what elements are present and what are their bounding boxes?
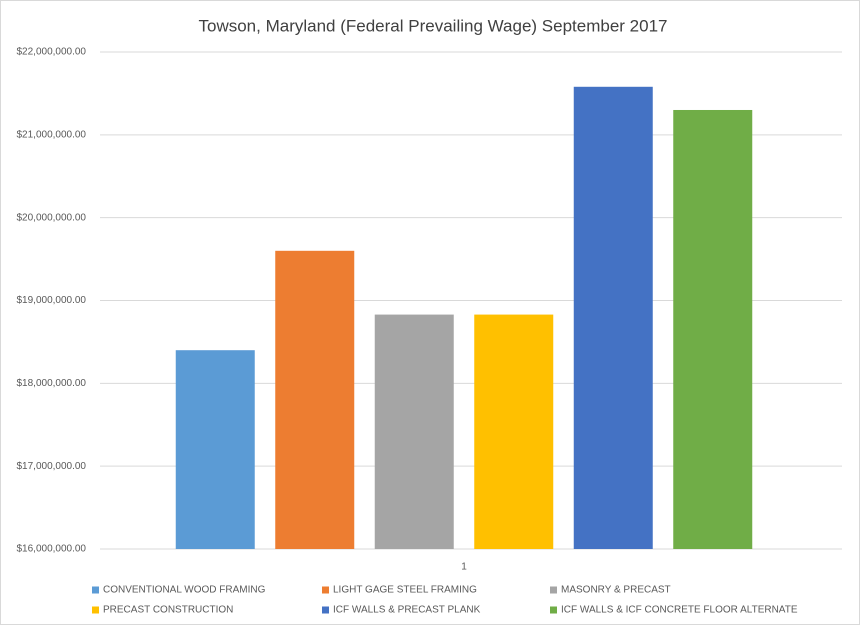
bar — [175, 350, 255, 549]
y-tick-label: $16,000,000.00 — [16, 544, 86, 555]
bar — [573, 86, 653, 549]
bar — [673, 109, 753, 549]
x-tick-label: 1 — [461, 562, 467, 573]
bar — [474, 314, 554, 549]
bar — [374, 314, 454, 549]
y-tick-label: $19,000,000.00 — [16, 295, 86, 306]
legend-swatch — [92, 606, 99, 614]
legend-label: PRECAST CONSTRUCTION — [103, 605, 233, 616]
bar — [275, 250, 355, 550]
legend-label: ICF WALLS & ICF CONCRETE FLOOR ALTERNATE — [561, 605, 798, 616]
legend-label: CONVENTIONAL WOOD FRAMING — [103, 585, 266, 596]
legend-swatch — [550, 586, 557, 594]
y-tick-label: $17,000,000.00 — [16, 461, 86, 472]
y-tick-label: $22,000,000.00 — [16, 47, 86, 58]
legend-swatch — [322, 586, 329, 594]
y-tick-label: $20,000,000.00 — [16, 212, 86, 223]
legend-swatch — [92, 586, 99, 594]
legend-swatch — [322, 606, 329, 614]
legend-label: ICF WALLS & PRECAST PLANK — [333, 605, 481, 616]
y-tick-label: $18,000,000.00 — [16, 378, 86, 389]
y-tick-label: $21,000,000.00 — [16, 129, 86, 140]
legend-label: MASONRY & PRECAST — [561, 585, 671, 596]
chart-title: Towson, Maryland (Federal Prevailing Wag… — [199, 16, 668, 35]
legend-swatch — [550, 606, 557, 614]
legend-label: LIGHT GAGE STEEL FRAMING — [333, 585, 477, 596]
